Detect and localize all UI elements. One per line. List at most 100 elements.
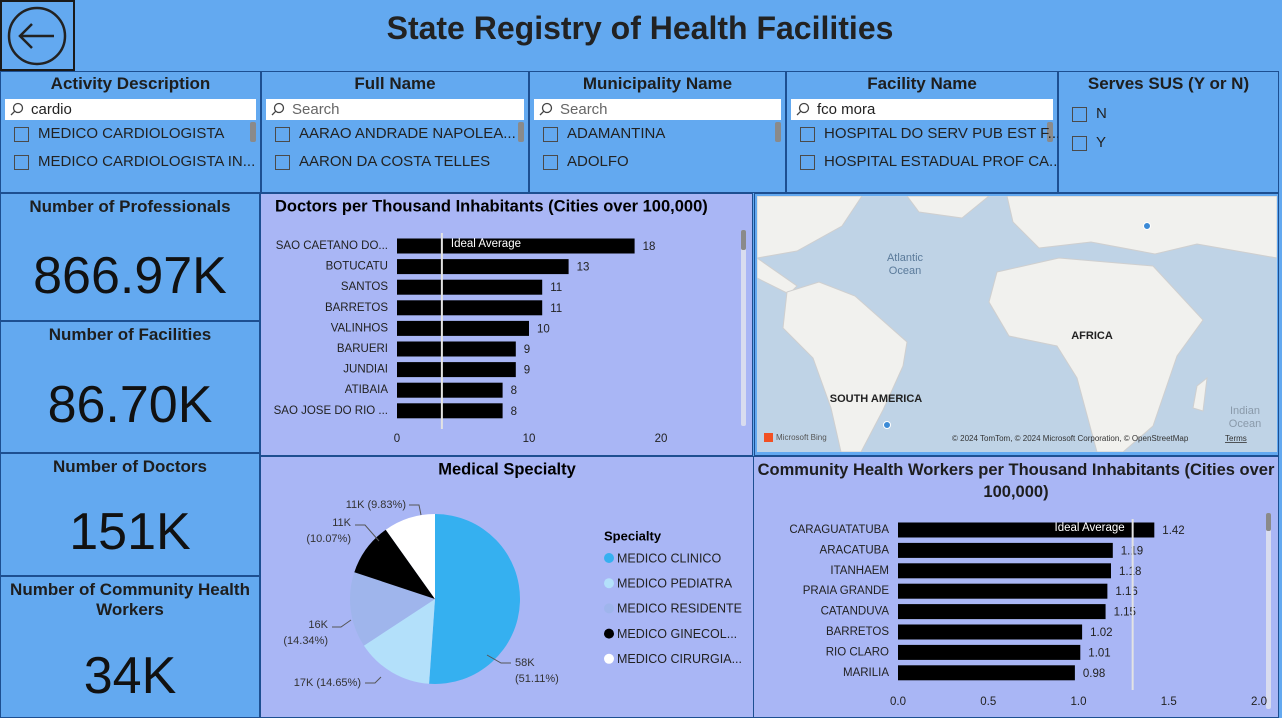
x-tick-label: 0.0: [890, 696, 906, 708]
value-label: 13: [577, 262, 590, 274]
checkbox[interactable]: [800, 127, 815, 142]
search-box[interactable]: fco mora: [791, 99, 1053, 120]
category-label: CATANDUVA: [821, 606, 890, 618]
slicer-item[interactable]: MEDICO CARDIOLOGISTA: [1, 125, 246, 147]
specialty-panel: Medical Specialty Specialty 58K (51.11%) M…: [260, 456, 754, 718]
land: [757, 196, 863, 259]
search-icon-ring: [273, 102, 285, 114]
scrollbar[interactable]: [1047, 122, 1053, 142]
pie-slice: [350, 572, 435, 646]
land: [1192, 376, 1208, 412]
search-icon: [10, 102, 24, 116]
value-label: 9: [524, 344, 530, 356]
chw-panel: Community Health Workers per Thousand In…: [753, 456, 1279, 718]
slicer-item[interactable]: N: [1059, 105, 1264, 127]
scrollbar[interactable]: [250, 122, 256, 142]
value-label: 9: [524, 365, 530, 377]
bar: [898, 542, 1113, 558]
slicer-item-label: N: [1096, 105, 1107, 122]
data-label-percent: (51.11%): [515, 673, 559, 685]
land: [988, 257, 1204, 452]
scrollbar[interactable]: [518, 122, 524, 142]
search-icon-wrap: [270, 101, 286, 122]
search-icon-handle: [539, 110, 545, 116]
checkbox[interactable]: [14, 155, 29, 170]
kpi-card: Number of Facilities 86.70K: [0, 321, 260, 453]
scrollbar[interactable]: [775, 122, 781, 142]
value-label: 0.98: [1083, 668, 1105, 680]
map-panel: Atlantic Ocean Indian Ocean AFRICA SOUTH AMER…: [754, 193, 1279, 456]
slicer-item[interactable]: AARAO ANDRADE NAPOLEA...: [262, 125, 516, 147]
category-label: CARAGUATATUBA: [789, 524, 889, 536]
bar: [397, 320, 529, 336]
specialty-chart: Medical Specialty Specialty 58K (51.11%) M…: [283, 460, 742, 689]
data-label: 11K (9.83%): [346, 499, 406, 511]
search-icon-ring: [798, 102, 810, 114]
slicer-item[interactable]: HOSPITAL ESTADUAL PROF CA...: [787, 153, 1062, 175]
search-box[interactable]: cardio: [5, 99, 256, 120]
value-label: 1.16: [1115, 586, 1137, 598]
checkbox[interactable]: [800, 155, 815, 170]
slicer-item[interactable]: AARON DA COSTA TELLES: [262, 153, 514, 175]
category-label: BARRETOS: [325, 302, 388, 314]
legend-label[interactable]: MEDICO RESIDENTE: [617, 602, 742, 616]
slicer-item[interactable]: HOSPITAL DO SERV PUB EST F...: [787, 125, 1060, 147]
search-text: Search: [292, 101, 340, 118]
search-box[interactable]: Search: [534, 99, 781, 120]
slicer: Serves SUS (Y or N) N Y: [1058, 71, 1279, 193]
bar: [397, 238, 635, 254]
ocean-label: Indian: [1230, 405, 1260, 417]
checkbox[interactable]: [543, 127, 558, 142]
data-label-percent: (9.83%): [367, 499, 406, 511]
ocean-label: Atlantic: [887, 252, 924, 264]
back-button[interactable]: [0, 0, 75, 71]
bar: [898, 522, 1155, 538]
checkbox[interactable]: [275, 127, 290, 142]
scroll-thumb[interactable]: [1266, 513, 1271, 531]
slicer-title: Full Name: [354, 74, 436, 93]
x-tick-label: 2.0: [1251, 696, 1267, 708]
leader-line: [409, 504, 422, 516]
land: [782, 281, 908, 452]
map-terms[interactable]: Terms: [1225, 434, 1247, 443]
value-label: 1.42: [1162, 525, 1184, 537]
legend-label[interactable]: MEDICO CLINICO: [617, 551, 721, 565]
kpi-label: Number of Professionals: [29, 197, 231, 216]
legend-marker: [604, 553, 614, 563]
slicer-item[interactable]: ADOLFO: [530, 153, 771, 175]
legend-label[interactable]: MEDICO PEDIATRA: [617, 576, 733, 590]
legend-label[interactable]: MEDICO GINECOL...: [617, 627, 737, 641]
legend-label[interactable]: MEDICO CIRURGIA...: [617, 652, 742, 666]
slicer-item[interactable]: ADAMANTINA: [530, 125, 771, 147]
map-pin[interactable]: [1143, 222, 1151, 230]
slicer-title: Serves SUS (Y or N): [1087, 74, 1250, 93]
checkbox[interactable]: [1072, 107, 1087, 122]
slicer-item-label: Y: [1096, 134, 1107, 151]
checkbox[interactable]: [275, 155, 290, 170]
search-icon-ring: [12, 102, 24, 114]
checkbox[interactable]: [543, 155, 558, 170]
ocean-label: Ocean: [889, 265, 921, 277]
value-label: 1.18: [1119, 566, 1141, 578]
checkbox[interactable]: [14, 127, 29, 142]
data-label-count: 17K: [294, 677, 314, 689]
map-pin[interactable]: [883, 421, 891, 429]
slicer: Facility Name fco mora HOSPITAL DO SERV PU…: [786, 71, 1062, 193]
search-icon-handle: [10, 110, 16, 116]
chart-title: Doctors per Thousand Inhabitants (Cities…: [275, 197, 708, 215]
region-label: AFRICA: [1071, 330, 1113, 342]
slicer-item[interactable]: MEDICO CARDIOLOGISTA IN...: [1, 153, 255, 175]
search-box[interactable]: Search: [266, 99, 524, 120]
category-label: BARRETOS: [826, 626, 889, 638]
search-text: fco mora: [817, 101, 876, 118]
slicer: Activity Description cardio MEDICO CARDIOL…: [0, 71, 261, 193]
slicer-item[interactable]: Y: [1059, 134, 1264, 156]
category-label: PRAIA GRANDE: [803, 585, 890, 597]
search-icon: [796, 102, 810, 116]
scroll-thumb[interactable]: [741, 230, 746, 250]
search-icon: [539, 102, 553, 116]
chart-title: Medical Specialty: [438, 460, 576, 478]
checkbox[interactable]: [1072, 136, 1087, 151]
